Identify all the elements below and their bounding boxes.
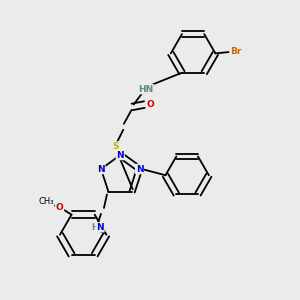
Text: H: H	[92, 223, 98, 232]
Text: N: N	[136, 164, 143, 173]
Text: N: N	[116, 151, 124, 160]
Text: S: S	[112, 142, 119, 151]
Text: Br: Br	[230, 47, 241, 56]
Text: N: N	[97, 164, 105, 173]
Text: O: O	[56, 203, 64, 212]
Text: CH₃: CH₃	[38, 197, 54, 206]
Text: N: N	[96, 223, 104, 232]
Text: O: O	[146, 100, 154, 109]
Text: HN: HN	[138, 85, 153, 94]
